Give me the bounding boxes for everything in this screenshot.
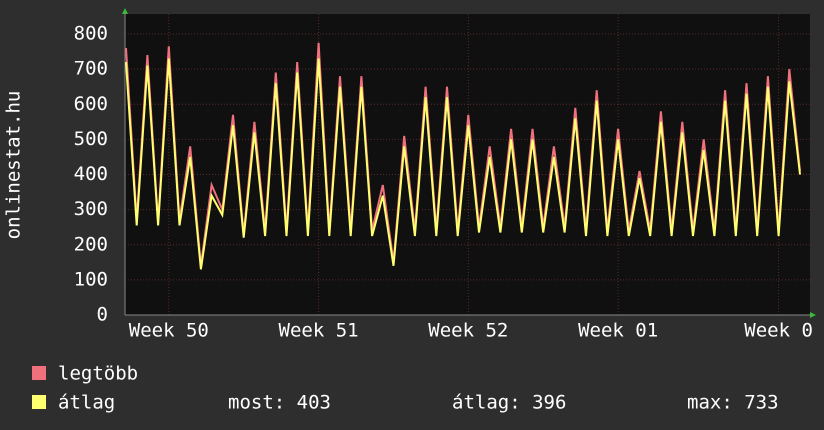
x-tick-label: Week 51 (279, 320, 359, 342)
y-tick-label: 500 (74, 128, 108, 150)
axis-arrow (810, 312, 816, 318)
y-tick-label: 300 (74, 198, 108, 220)
y-tick-label: 100 (74, 268, 108, 290)
y-tick-label: 600 (74, 93, 108, 115)
legend-label: átlag (58, 392, 115, 414)
y-tick-label: 0 (97, 304, 108, 326)
axis-arrow (122, 8, 128, 14)
legend-swatch (32, 395, 46, 409)
stat: most: 403 (228, 392, 331, 414)
stat: max: 733 (687, 392, 779, 414)
legend-swatch (32, 366, 46, 380)
x-tick-label: Week 52 (428, 320, 508, 342)
y-tick-label: 800 (74, 23, 108, 45)
data-line (125, 58, 801, 270)
legend-label: legtöbb (58, 363, 138, 385)
y-tick-label: 400 (74, 163, 108, 185)
x-tick-label: Week 01 (578, 320, 658, 342)
plot-area (125, 14, 810, 315)
x-tick-label: Week 50 (129, 320, 209, 342)
y-axis-label: onlinestat.hu (3, 91, 25, 240)
y-tick-label: 200 (74, 233, 108, 255)
y-tick-label: 700 (74, 58, 108, 80)
x-tick-label: Week 0 (744, 320, 813, 342)
stat: átlag: 396 (452, 392, 566, 414)
